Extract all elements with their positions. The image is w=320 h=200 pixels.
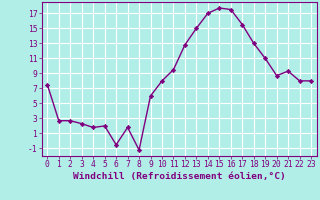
X-axis label: Windchill (Refroidissement éolien,°C): Windchill (Refroidissement éolien,°C) [73, 172, 285, 181]
